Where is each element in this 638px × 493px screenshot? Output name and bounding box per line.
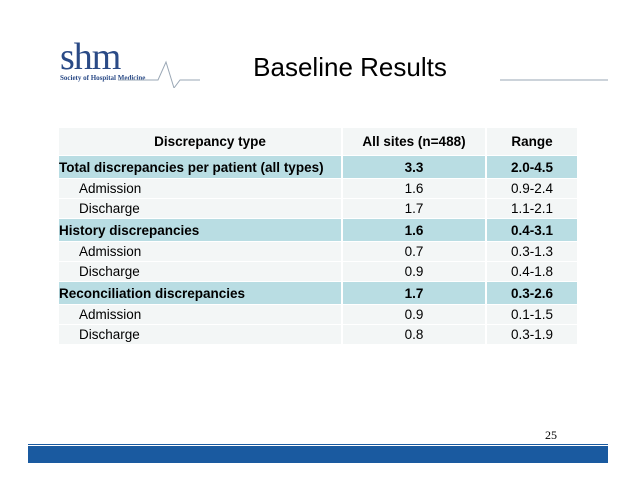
- row-range: 0.3-2.6: [485, 281, 577, 305]
- row-all-sites: 3.3: [341, 155, 486, 179]
- row-label: Admission: [59, 304, 342, 325]
- row-range: 0.3-1.9: [485, 324, 577, 344]
- row-label: Reconciliation discrepancies: [59, 281, 342, 305]
- table-row: Admission 1.6 0.9-2.4: [59, 178, 577, 199]
- group-row-history: History discrepancies 1.6 0.4-3.1: [59, 218, 577, 242]
- row-all-sites: 0.7: [341, 241, 486, 262]
- table-row: Admission 0.7 0.3-1.3: [59, 241, 577, 262]
- row-label: History discrepancies: [59, 218, 342, 242]
- logo-subtitle: Society of Hospital Medicine: [60, 74, 146, 82]
- row-all-sites: 0.8: [341, 324, 486, 344]
- row-all-sites: 1.6: [341, 218, 486, 242]
- row-all-sites: 1.7: [341, 281, 486, 305]
- row-label: Discharge: [59, 324, 342, 344]
- page-number: 25: [545, 428, 557, 442]
- row-range: 0.4-3.1: [485, 218, 577, 242]
- table-row: Discharge 1.7 1.1-2.1: [59, 198, 577, 219]
- row-label: Discharge: [59, 261, 342, 282]
- table-row: Discharge 0.8 0.3-1.9: [59, 324, 577, 344]
- results-table: Discrepancy type All sites (n=488) Range…: [59, 128, 577, 344]
- row-all-sites: 1.7: [341, 198, 486, 219]
- header-range: Range: [485, 128, 577, 156]
- row-all-sites: 0.9: [341, 304, 486, 325]
- slide-title: Baseline Results: [200, 50, 500, 85]
- row-label: Admission: [59, 178, 342, 199]
- logo-mark: shm: [60, 36, 121, 78]
- row-range: 1.1-2.1: [485, 198, 577, 219]
- row-label: Total discrepancies per patient (all typ…: [59, 155, 342, 179]
- row-range: 0.3-1.3: [485, 241, 577, 262]
- row-all-sites: 0.9: [341, 261, 486, 282]
- table-row: Admission 0.9 0.1-1.5: [59, 304, 577, 325]
- row-all-sites: 1.6: [341, 178, 486, 199]
- row-range: 0.4-1.8: [485, 261, 577, 282]
- shm-logo: shm Society of Hospital Medicine: [60, 36, 172, 84]
- header-all-sites: All sites (n=488): [341, 128, 486, 156]
- row-label: Discharge: [59, 198, 342, 219]
- header-discrepancy-type: Discrepancy type: [59, 128, 342, 156]
- footer-bar: [28, 446, 608, 463]
- group-row-total: Total discrepancies per patient (all typ…: [59, 155, 577, 179]
- row-range: 2.0-4.5: [485, 155, 577, 179]
- group-row-reconciliation: Reconciliation discrepancies 1.7 0.3-2.6: [59, 281, 577, 305]
- row-range: 0.9-2.4: [485, 178, 577, 199]
- row-label: Admission: [59, 241, 342, 262]
- row-range: 0.1-1.5: [485, 304, 577, 325]
- table-header-row: Discrepancy type All sites (n=488) Range: [59, 128, 577, 156]
- table-row: Discharge 0.9 0.4-1.8: [59, 261, 577, 282]
- footer-rule: [28, 444, 608, 445]
